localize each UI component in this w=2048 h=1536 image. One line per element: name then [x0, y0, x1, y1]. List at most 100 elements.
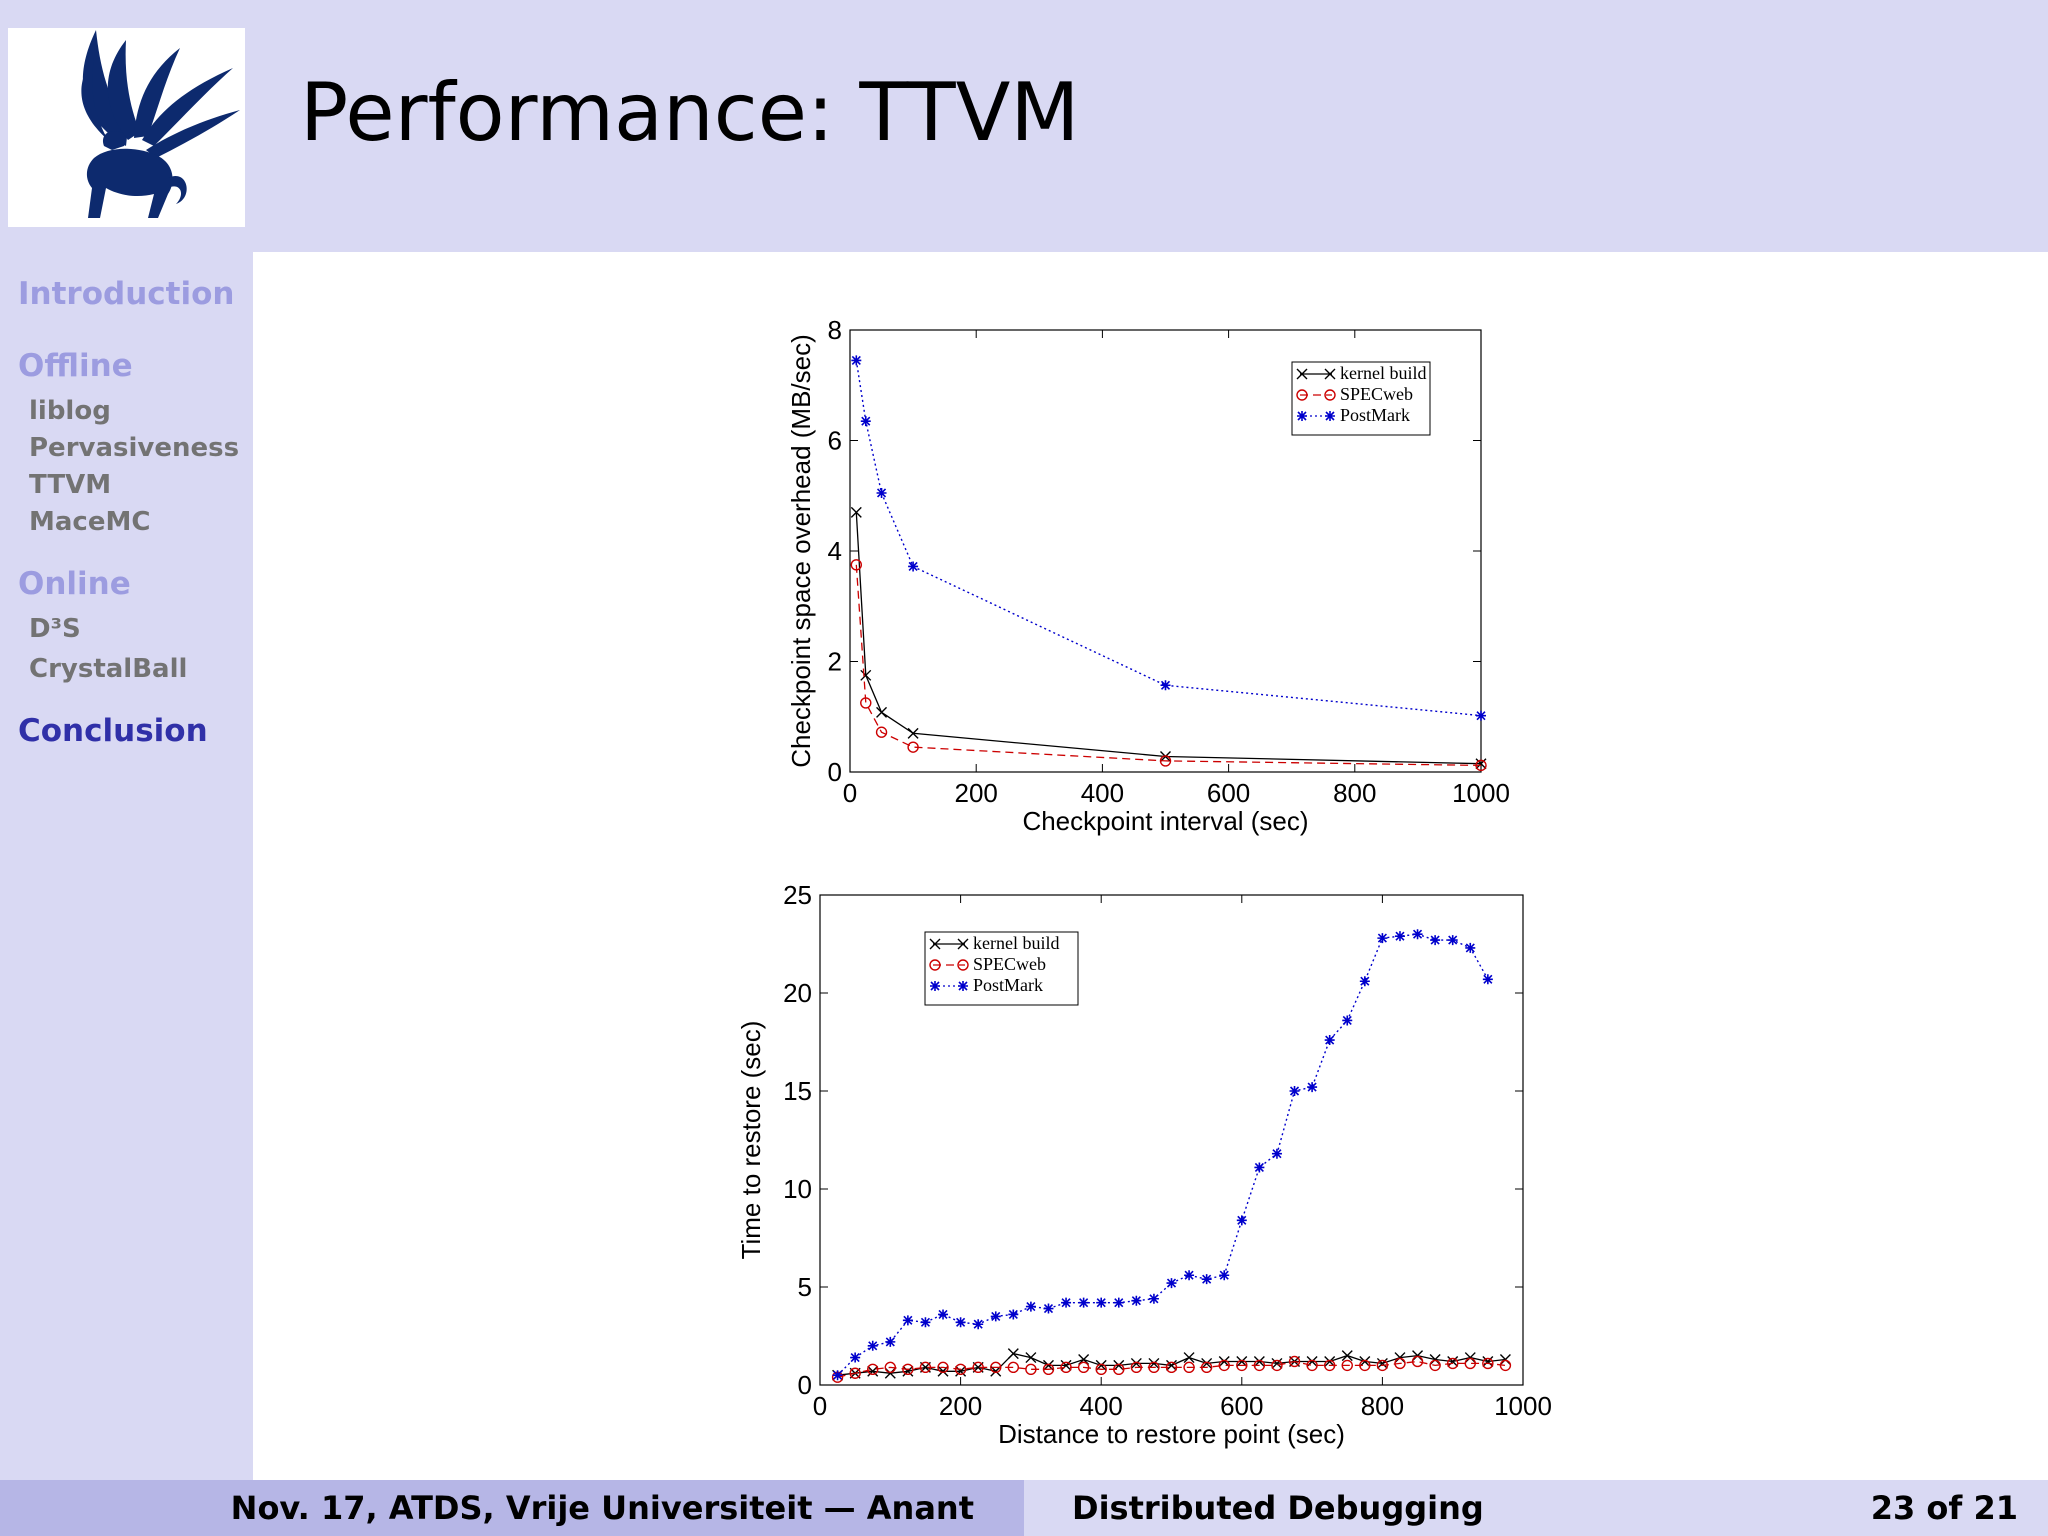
legend-marker [930, 981, 940, 991]
data-point [955, 1317, 966, 1328]
data-point [1042, 1363, 1055, 1376]
data-point [919, 1361, 932, 1374]
data-point [1412, 929, 1423, 940]
data-point [973, 1319, 984, 1330]
data-point [1447, 1357, 1459, 1370]
data-point [1113, 1297, 1124, 1308]
x-axis-label: Distance to restore point (sec) [998, 1419, 1345, 1449]
x-tick-label: 200 [939, 1391, 982, 1421]
x-tick-label: 1000 [1494, 1391, 1552, 1421]
data-point [851, 355, 862, 366]
data-point [876, 487, 887, 498]
data-point [1429, 1354, 1441, 1366]
legend-marker [957, 938, 969, 950]
data-point [1341, 1350, 1353, 1362]
sidebar-item-macemc[interactable]: MaceMC [29, 507, 151, 537]
data-point [1306, 1359, 1318, 1372]
y-tick-label: 0 [828, 757, 842, 787]
data-point [860, 669, 872, 681]
data-point [885, 1336, 896, 1347]
data-point [1447, 935, 1458, 946]
legend-marker [958, 981, 968, 991]
x-tick-label: 0 [813, 1391, 827, 1421]
data-point [1499, 1359, 1512, 1372]
footer-author: Nov. 17, ATDS, Vrije Universiteit — Anan… [0, 1480, 1024, 1536]
series-specweb [850, 559, 1487, 772]
data-point [1061, 1297, 1072, 1308]
data-point [1043, 1303, 1054, 1314]
data-point [1411, 1355, 1424, 1368]
data-point [1130, 1361, 1143, 1374]
sidebar-section-offline[interactable]: Offline [18, 348, 133, 384]
data-point [908, 561, 919, 572]
y-tick-label: 6 [828, 426, 842, 456]
legend-marker [1296, 368, 1308, 380]
data-point [1253, 1359, 1266, 1372]
data-point [1219, 1270, 1230, 1281]
data-point [1008, 1309, 1019, 1320]
data-point [1323, 1359, 1336, 1372]
sidebar-section-conclusion[interactable]: Conclusion [18, 713, 208, 749]
slide-title: Performance: TTVM [300, 66, 1080, 159]
data-point [1341, 1359, 1353, 1372]
data-point [1060, 1361, 1072, 1374]
series-kernel-build [832, 1348, 1511, 1381]
data-point [990, 1361, 1002, 1374]
data-point [1148, 1293, 1159, 1304]
data-point [860, 416, 871, 427]
data-point [1499, 1354, 1511, 1366]
data-point [876, 706, 888, 718]
y-axis-label: Checkpoint space overhead (MB/sec) [786, 334, 816, 768]
x-tick-label: 200 [955, 778, 998, 808]
y-tick-label: 5 [798, 1272, 812, 1302]
legend-label: kernel build [973, 933, 1059, 953]
sidebar-item-crystalball[interactable]: CrystalBall [29, 654, 188, 684]
data-point [884, 1367, 896, 1379]
data-point [1464, 1357, 1476, 1370]
data-point [832, 1370, 843, 1381]
sidebar-item-pervasiveness[interactable]: Pervasiveness [29, 433, 240, 463]
data-point [1464, 1352, 1476, 1364]
sidebar-section-online[interactable]: Online [18, 566, 131, 602]
legend-label: PostMark [1340, 405, 1410, 425]
legend-marker [957, 959, 969, 971]
series-line [855, 360, 1482, 717]
data-point [1475, 758, 1487, 770]
data-point [1482, 1357, 1494, 1370]
data-point [972, 1361, 984, 1374]
data-point [1236, 1215, 1247, 1226]
data-point [867, 1365, 879, 1377]
data-point [1077, 1361, 1090, 1374]
x-tick-label: 600 [1207, 778, 1250, 808]
sidebar-item-ttvm[interactable]: TTVM [29, 470, 112, 500]
data-point [1025, 1301, 1036, 1312]
data-point [1095, 1363, 1107, 1376]
data-point [875, 726, 888, 738]
logo [8, 28, 245, 227]
data-point [937, 1361, 949, 1374]
y-tick-label: 25 [783, 880, 812, 910]
data-point [1271, 1357, 1283, 1369]
legend-label: SPECweb [1340, 384, 1413, 404]
sidebar-item-liblog[interactable]: liblog [29, 396, 111, 426]
data-point [867, 1340, 878, 1351]
data-point [1183, 1352, 1195, 1364]
data-point [1394, 931, 1405, 942]
data-point [850, 1352, 861, 1363]
data-point [938, 1309, 949, 1320]
sidebar-section-introduction[interactable]: Introduction [18, 276, 235, 312]
footer-bar: Nov. 17, ATDS, Vrije Universiteit — Anan… [0, 1480, 2048, 1536]
data-point [1025, 1363, 1037, 1376]
y-tick-label: 8 [828, 315, 842, 345]
data-point [1060, 1359, 1072, 1371]
data-point [1482, 1355, 1494, 1367]
sidebar-item-d3s[interactable]: D³S [29, 614, 81, 644]
data-point [884, 1361, 897, 1374]
data-point [1025, 1352, 1037, 1364]
data-point [850, 506, 862, 518]
x-axis-label: Checkpoint interval (sec) [1022, 806, 1308, 836]
x-tick-label: 600 [1220, 1391, 1263, 1421]
series-specweb [831, 1355, 1512, 1383]
griffin-logo-icon [81, 30, 240, 218]
y-tick-label: 0 [798, 1370, 812, 1400]
